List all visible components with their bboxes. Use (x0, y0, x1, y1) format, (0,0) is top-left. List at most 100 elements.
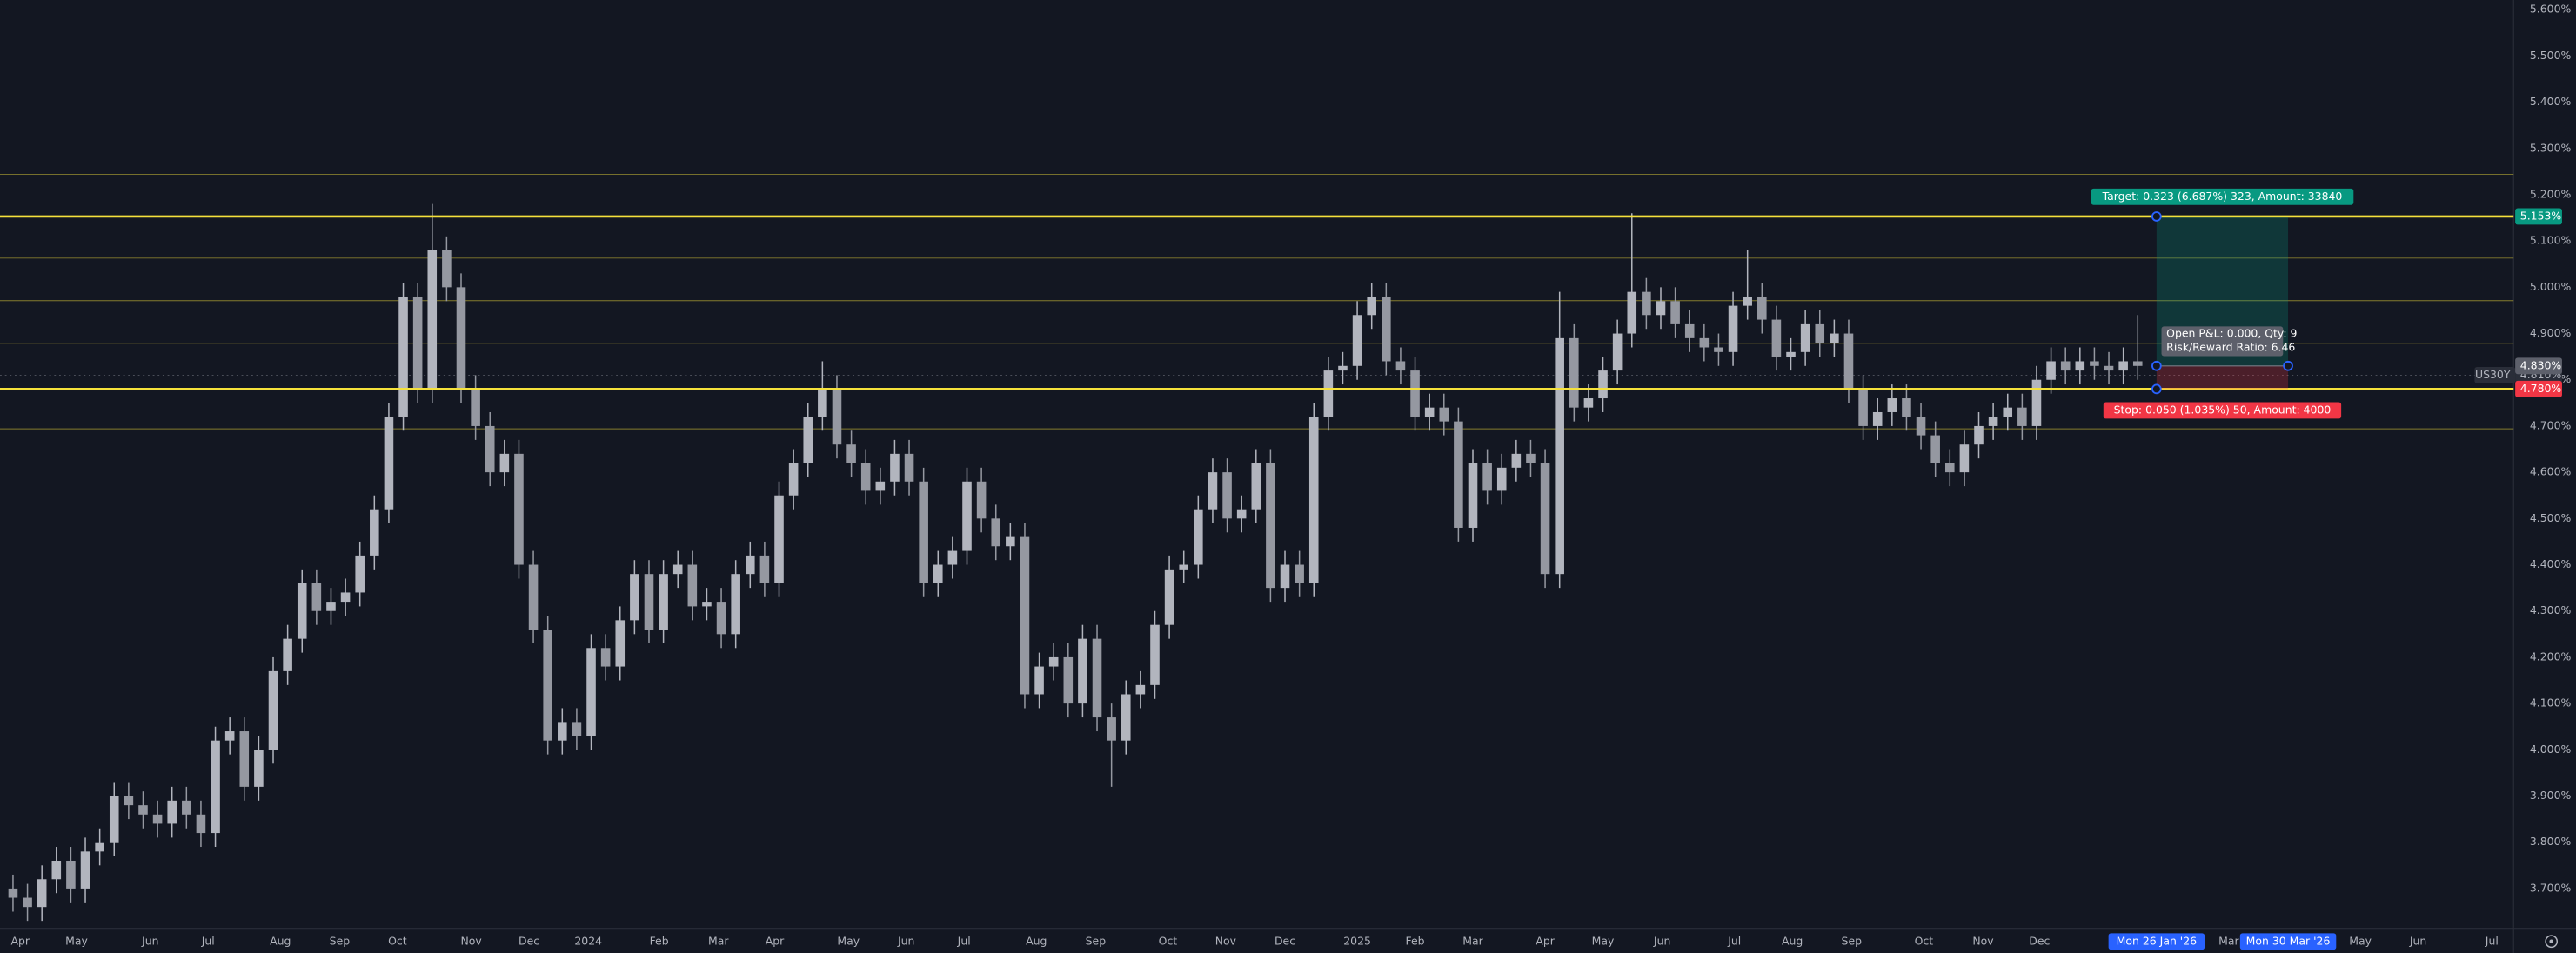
candle-body (890, 453, 900, 482)
candle-body (499, 453, 510, 473)
candle-body (2090, 361, 2099, 366)
y-tick-label: 5.600% (2530, 3, 2572, 16)
candle-body (586, 648, 596, 736)
y-tick-label: 4.100% (2530, 696, 2572, 710)
candle-body (456, 287, 466, 390)
position-handle (2151, 383, 2162, 395)
x-tick-label: Mar (2218, 934, 2239, 947)
candle-body (427, 250, 438, 390)
candle-body (1179, 564, 1189, 570)
candle-body (1627, 291, 1637, 334)
x-tick-label: Dec (2029, 934, 2050, 947)
x-tick-label: Apr (1536, 934, 1555, 947)
candle-body (919, 481, 928, 583)
candle-body (976, 481, 987, 519)
x-tick-label: May (837, 934, 860, 947)
y-tick-label: 4.400% (2530, 557, 2572, 570)
y-tick-label: 5.400% (2530, 95, 2572, 108)
candle-body (644, 574, 654, 630)
candle-body (37, 879, 47, 908)
candle-body (788, 463, 799, 496)
candle-body (558, 722, 567, 741)
x-tick-label: Apr (766, 934, 785, 947)
candle-body (1743, 296, 1752, 306)
x-tick-label: Feb (1406, 934, 1425, 947)
candle-body (1583, 398, 1594, 408)
candle-body (1670, 301, 1680, 324)
x-tick-label: Mar (1462, 934, 1483, 947)
candle-body (630, 574, 639, 621)
candle-body (1511, 453, 1522, 468)
y-tick-label: 5.200% (2530, 187, 2572, 200)
candle-body (1323, 370, 1334, 417)
candle-body (947, 550, 958, 565)
candle-body (1974, 425, 1984, 445)
candle-body (1800, 323, 1810, 352)
target-label-box (2091, 188, 2354, 205)
candle-body (109, 796, 119, 843)
candle-body (2031, 379, 2042, 426)
price-label-text: 4.830% (2520, 358, 2562, 371)
candle-body (196, 814, 206, 834)
target-label-text: Target: 0.323 (6.687%) 323, Amount: 3384… (2102, 190, 2343, 203)
candle-body (124, 796, 134, 806)
candle-body (471, 389, 480, 426)
candle-body (1482, 463, 1492, 491)
candle-body (1020, 536, 1030, 695)
x-tick-label: 2024 (574, 934, 602, 947)
candle-body (543, 630, 552, 741)
candle-body (1395, 361, 1406, 371)
price-label-text: 5.153% (2520, 209, 2562, 222)
y-tick-label: 5.000% (2530, 280, 2572, 293)
candle-body (846, 444, 856, 463)
candle-body (326, 602, 336, 611)
y-tick-label: 4.900% (2530, 326, 2572, 339)
candle-body (745, 555, 755, 575)
price-label-box (2515, 208, 2562, 225)
y-tick-label: 4.200% (2530, 650, 2572, 663)
candle-body (1843, 333, 1854, 390)
candle-body (818, 389, 827, 417)
candle-body (1540, 463, 1550, 575)
candle-body (904, 453, 914, 482)
candle-body (1121, 694, 1131, 741)
candle-body (1815, 323, 1825, 343)
candle-body (2060, 361, 2071, 371)
candle-body (615, 620, 626, 667)
candle-body (2132, 361, 2143, 366)
x-tick-label: May (1592, 934, 1615, 947)
candle-body (8, 888, 18, 898)
position-handle (2151, 360, 2162, 371)
candle-body (1728, 305, 1738, 352)
candle-body (412, 296, 423, 390)
candle-body (1092, 638, 1102, 718)
candle-body (774, 495, 784, 583)
candle-body (355, 555, 365, 593)
position-handle (2151, 211, 2162, 222)
stop-label: Stop: 0.050 (1.035%) 50, Amount: 4000 (2103, 402, 2342, 419)
candle-body (1063, 656, 1074, 704)
candle-body (1714, 347, 1723, 352)
candle-body (138, 805, 148, 815)
candle-body (1684, 323, 1695, 338)
x-tick-label: Aug (1782, 934, 1803, 947)
price-label-text: 4.780% (2520, 382, 2562, 395)
candle-body (182, 800, 191, 815)
candle-body (803, 417, 813, 463)
x-tick-label: Jun (2409, 934, 2426, 947)
x-tick-label: Jun (897, 934, 914, 947)
candle-body (702, 602, 712, 607)
stop-label-text: Stop: 0.050 (1.035%) 50, Amount: 4000 (2114, 403, 2332, 416)
candle-body (759, 555, 770, 583)
candle-body (875, 481, 886, 491)
time-highlight: Mon 30 Mar '26 (2239, 933, 2337, 950)
time-highlight-box (2239, 933, 2337, 950)
candle-body (514, 453, 524, 565)
settings-icon[interactable] (2545, 935, 2559, 949)
candle-body (1988, 417, 1998, 426)
candle-body (211, 740, 220, 834)
x-tick-label: Jul (2485, 934, 2499, 947)
candle-body (731, 574, 740, 635)
